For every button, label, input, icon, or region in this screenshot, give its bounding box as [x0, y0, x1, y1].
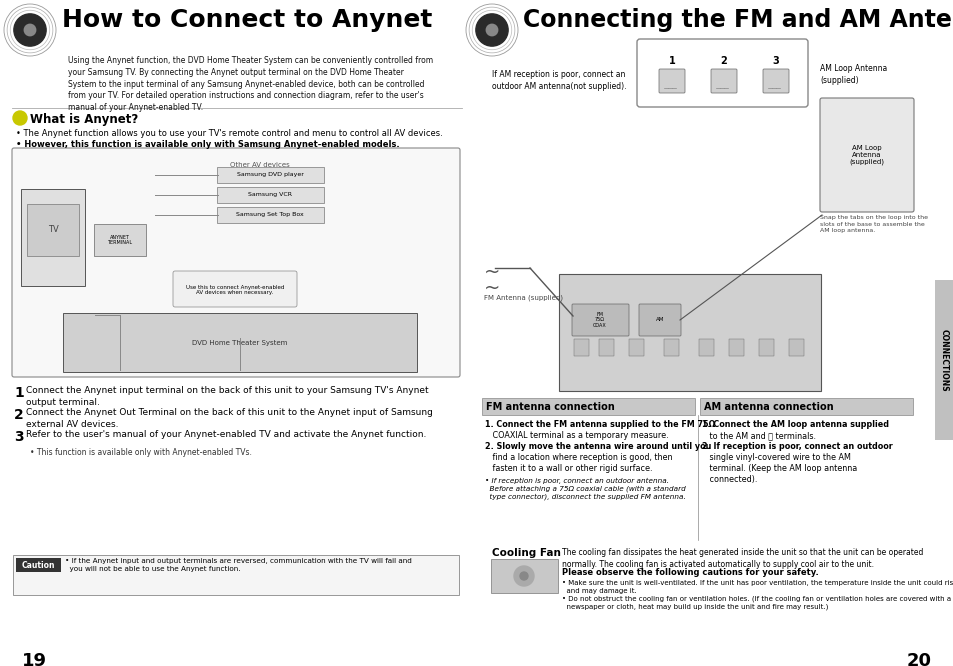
- FancyBboxPatch shape: [491, 559, 558, 593]
- FancyBboxPatch shape: [12, 148, 459, 377]
- Circle shape: [24, 24, 35, 36]
- FancyBboxPatch shape: [762, 69, 788, 93]
- Text: 20: 20: [906, 652, 931, 666]
- Text: DVD Home Theater System: DVD Home Theater System: [193, 340, 288, 346]
- Text: • However, this function is available only with Samsung Anynet-enabled models.: • However, this function is available on…: [16, 140, 399, 149]
- Text: • If the Anynet input and output terminals are reversed, communication with the : • If the Anynet input and output termina…: [65, 558, 412, 572]
- Text: 1. Connect the AM loop antenna supplied: 1. Connect the AM loop antenna supplied: [701, 420, 888, 429]
- Circle shape: [476, 14, 508, 46]
- Circle shape: [486, 24, 497, 36]
- FancyBboxPatch shape: [13, 555, 458, 595]
- FancyBboxPatch shape: [639, 304, 680, 336]
- Text: Caution: Caution: [21, 561, 54, 569]
- Text: ANYNET
TERMINAL: ANYNET TERMINAL: [108, 234, 132, 245]
- FancyBboxPatch shape: [934, 280, 952, 440]
- Text: CONNECTIONS: CONNECTIONS: [939, 329, 947, 392]
- Text: connected).: connected).: [701, 475, 757, 484]
- Text: 1: 1: [14, 386, 24, 400]
- FancyBboxPatch shape: [637, 39, 807, 107]
- Text: 3: 3: [14, 430, 24, 444]
- FancyBboxPatch shape: [789, 338, 803, 356]
- Text: Samsung DVD player: Samsung DVD player: [236, 172, 303, 178]
- Text: Use this to connect Anynet-enabled
AV devices when necessary.: Use this to connect Anynet-enabled AV de…: [186, 284, 284, 296]
- Text: Connecting the FM and AM Antennas: Connecting the FM and AM Antennas: [522, 8, 953, 32]
- FancyBboxPatch shape: [572, 304, 628, 336]
- FancyBboxPatch shape: [27, 204, 79, 256]
- Text: How to Connect to Anynet: How to Connect to Anynet: [62, 8, 432, 32]
- Text: Please observe the following cautions for your safety.: Please observe the following cautions fo…: [561, 568, 818, 577]
- Text: 2: 2: [720, 56, 726, 66]
- FancyBboxPatch shape: [759, 338, 774, 356]
- Text: find a location where reception is good, then: find a location where reception is good,…: [484, 453, 672, 462]
- Text: Using the Anynet function, the DVD Home Theater System can be conveniently contr: Using the Anynet function, the DVD Home …: [68, 56, 433, 112]
- FancyBboxPatch shape: [699, 338, 714, 356]
- Text: FM antenna connection: FM antenna connection: [485, 402, 614, 412]
- Text: terminal. (Keep the AM loop antenna: terminal. (Keep the AM loop antenna: [701, 464, 857, 473]
- FancyBboxPatch shape: [558, 274, 821, 391]
- FancyBboxPatch shape: [16, 558, 61, 572]
- Text: 1: 1: [668, 56, 675, 66]
- Circle shape: [14, 14, 46, 46]
- Text: single vinyl-covered wire to the AM: single vinyl-covered wire to the AM: [701, 453, 850, 462]
- Text: Refer to the user's manual of your Anynet-enabled TV and activate the Anynet fun: Refer to the user's manual of your Anyne…: [26, 430, 426, 439]
- Circle shape: [519, 572, 527, 580]
- Text: 2. If reception is poor, connect an outdoor: 2. If reception is poor, connect an outd…: [701, 442, 892, 451]
- FancyBboxPatch shape: [629, 338, 644, 356]
- FancyBboxPatch shape: [21, 189, 85, 286]
- FancyBboxPatch shape: [216, 207, 324, 223]
- Text: AM: AM: [655, 318, 663, 322]
- Text: Other AV devices: Other AV devices: [230, 162, 290, 168]
- Text: What is Anynet?: What is Anynet?: [30, 113, 138, 126]
- FancyBboxPatch shape: [664, 338, 679, 356]
- Text: • If reception is poor, connect an outdoor antenna.
  Before attaching a 75Ω coa: • If reception is poor, connect an outdo…: [484, 478, 685, 500]
- Text: to the AM and ⓵ terminals.: to the AM and ⓵ terminals.: [701, 431, 815, 440]
- Circle shape: [514, 566, 534, 586]
- Text: If AM reception is poor, connect an
outdoor AM antenna(not supplied).: If AM reception is poor, connect an outd…: [492, 70, 626, 91]
- FancyBboxPatch shape: [216, 187, 324, 203]
- Text: • The Anynet function allows you to use your TV's remote control and menu to con: • The Anynet function allows you to use …: [16, 129, 442, 138]
- FancyBboxPatch shape: [729, 338, 743, 356]
- FancyBboxPatch shape: [820, 98, 913, 212]
- Text: AM Loop Antenna
(supplied): AM Loop Antenna (supplied): [820, 64, 886, 85]
- Text: Connect the Anynet Out Terminal on the back of this unit to the Anynet input of : Connect the Anynet Out Terminal on the b…: [26, 408, 433, 429]
- FancyBboxPatch shape: [216, 167, 324, 183]
- Text: 2. Slowly move the antenna wire around until you: 2. Slowly move the antenna wire around u…: [484, 442, 711, 451]
- FancyBboxPatch shape: [63, 313, 416, 372]
- Text: Samsung VCR: Samsung VCR: [248, 192, 292, 198]
- Text: ~
~: ~ ~: [483, 262, 500, 298]
- FancyBboxPatch shape: [481, 398, 695, 415]
- FancyBboxPatch shape: [710, 69, 737, 93]
- Text: FM Antenna (supplied): FM Antenna (supplied): [483, 295, 562, 302]
- Text: 19: 19: [22, 652, 47, 666]
- FancyBboxPatch shape: [659, 69, 684, 93]
- FancyBboxPatch shape: [172, 271, 296, 307]
- Text: 1. Connect the FM antenna supplied to the FM 75Ω: 1. Connect the FM antenna supplied to th…: [484, 420, 715, 429]
- Text: Connect the Anynet input terminal on the back of this unit to your Samsung TV's : Connect the Anynet input terminal on the…: [26, 386, 428, 407]
- Text: fasten it to a wall or other rigid surface.: fasten it to a wall or other rigid surfa…: [484, 464, 652, 473]
- Text: FM
75Ω
COAX: FM 75Ω COAX: [593, 312, 606, 328]
- FancyBboxPatch shape: [700, 398, 912, 415]
- Circle shape: [13, 111, 27, 125]
- Text: Cooling Fan: Cooling Fan: [492, 548, 560, 558]
- Text: COAXIAL terminal as a temporary measure.: COAXIAL terminal as a temporary measure.: [484, 431, 668, 440]
- Text: AM Loop
Antenna
(supplied): AM Loop Antenna (supplied): [848, 145, 883, 165]
- FancyBboxPatch shape: [574, 338, 589, 356]
- Text: Samsung Set Top Box: Samsung Set Top Box: [236, 212, 304, 218]
- Text: • Make sure the unit is well-ventilated. If the unit has poor ventilation, the t: • Make sure the unit is well-ventilated.…: [561, 580, 953, 610]
- Text: • This function is available only with Anynet-enabled TVs.: • This function is available only with A…: [30, 448, 252, 457]
- Text: 3: 3: [772, 56, 779, 66]
- FancyBboxPatch shape: [94, 224, 146, 256]
- Text: 2: 2: [14, 408, 24, 422]
- FancyBboxPatch shape: [598, 338, 614, 356]
- Text: AM antenna connection: AM antenna connection: [703, 402, 833, 412]
- Text: The cooling fan dissipates the heat generated inside the unit so that the unit c: The cooling fan dissipates the heat gene…: [561, 548, 923, 569]
- Text: TV: TV: [48, 226, 58, 234]
- Text: Snap the tabs on the loop into the
slots of the base to assemble the
AM loop ant: Snap the tabs on the loop into the slots…: [820, 215, 927, 233]
